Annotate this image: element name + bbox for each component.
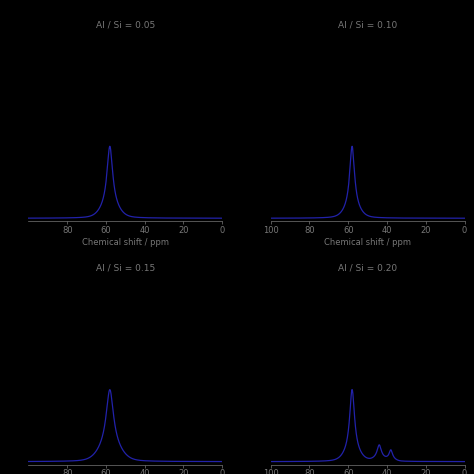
Text: Al / Si = 0.20: Al / Si = 0.20 bbox=[338, 264, 397, 273]
Text: Al / Si = 0.15: Al / Si = 0.15 bbox=[96, 264, 155, 273]
Text: Al / Si = 0.10: Al / Si = 0.10 bbox=[338, 20, 397, 29]
X-axis label: Chemical shift / ppm: Chemical shift / ppm bbox=[324, 238, 411, 247]
Text: Al / Si = 0.05: Al / Si = 0.05 bbox=[96, 20, 155, 29]
X-axis label: Chemical shift / ppm: Chemical shift / ppm bbox=[82, 238, 169, 247]
